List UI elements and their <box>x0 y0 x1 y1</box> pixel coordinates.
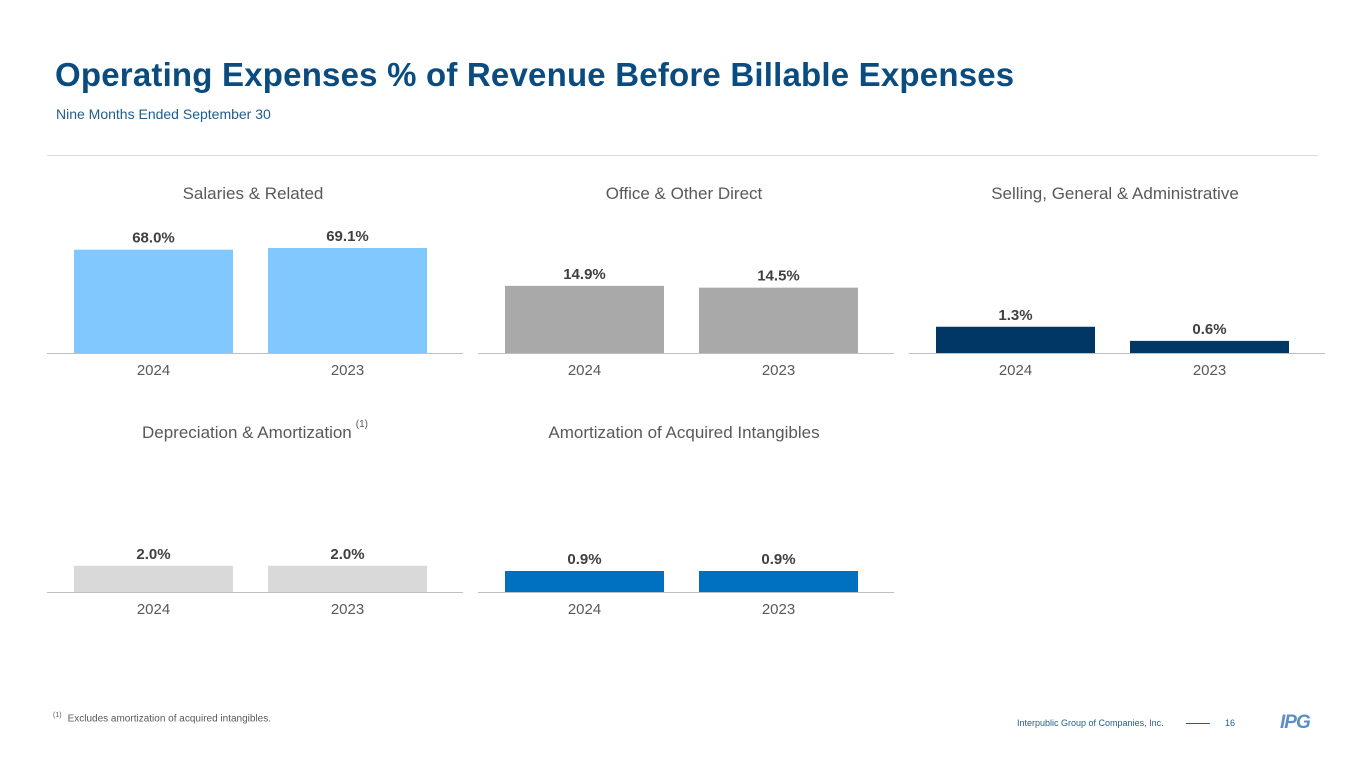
chart-title: Selling, General & Administrative <box>991 184 1239 203</box>
chart-amortization-acquired-intangibles: Amortization of Acquired Intangibles 0.9… <box>478 423 894 623</box>
data-label: 0.9% <box>567 551 601 568</box>
x-tick-label: 2024 <box>568 362 601 379</box>
x-tick-label: 2023 <box>762 362 795 379</box>
bar-2024 <box>74 565 233 592</box>
data-label: 69.1% <box>326 228 369 245</box>
bar-2023 <box>1130 340 1289 353</box>
data-label: 68.0% <box>132 230 175 247</box>
chart-title: Amortization of Acquired Intangibles <box>548 423 820 442</box>
bar-2023 <box>268 565 427 592</box>
x-tick-label: 2023 <box>1193 362 1226 379</box>
bar-2023 <box>699 287 858 353</box>
bar-2023 <box>268 248 427 353</box>
chart-selling-general-admin: Selling, General & Administrative 1.3% 20… <box>909 184 1325 384</box>
ipg-logo: IPG <box>1280 712 1311 733</box>
data-label: 2.0% <box>136 546 170 563</box>
x-tick-label: 2024 <box>568 601 601 618</box>
data-label: 1.3% <box>998 307 1032 324</box>
bar-2023 <box>699 571 858 592</box>
chart-depreciation-amortization: Depreciation & Amortization (1) 2.0% 2024 2… <box>47 419 463 623</box>
data-label: 0.6% <box>1192 321 1226 338</box>
chart-title: Office & Other Direct <box>605 184 763 203</box>
page-number: 16 <box>1225 718 1236 728</box>
bar-2024 <box>505 571 664 592</box>
footnote: (1) Excludes amortization of acquired int… <box>53 712 271 724</box>
chart-title: Salaries & Related <box>182 184 324 203</box>
x-tick-label: 2024 <box>137 601 170 618</box>
x-tick-label: 2023 <box>331 601 364 618</box>
header-divider <box>47 155 1318 156</box>
bar-chart-svg: 14.9% 2024 14.5% 2023 <box>478 266 894 379</box>
bar-chart-svg: 0.9% 2024 0.9% 2023 <box>478 551 894 618</box>
footnote-marker: (1) <box>53 712 62 719</box>
footer-company-name: Interpublic Group of Companies, Inc. <box>1017 718 1164 728</box>
x-tick-label: 2024 <box>137 362 170 379</box>
bar-chart-svg: 68.0% 2024 69.1% 2023 <box>47 228 463 379</box>
bar-2024 <box>505 285 664 353</box>
x-tick-label: 2023 <box>331 362 364 379</box>
data-label: 0.9% <box>761 551 795 568</box>
page-subtitle: Nine Months Ended September 30 <box>56 106 271 122</box>
data-label: 14.5% <box>757 268 800 285</box>
data-label: 2.0% <box>330 546 364 563</box>
x-tick-label: 2024 <box>999 362 1032 379</box>
footnote-text: Excludes amortization of acquired intang… <box>67 713 272 725</box>
footer-divider <box>1186 723 1210 724</box>
chart-office-other-direct: Office & Other Direct 14.9% 2024 14.5% 2023 <box>478 184 894 384</box>
bar-2024 <box>74 249 233 353</box>
data-label: 14.9% <box>563 266 606 283</box>
chart-salaries-related: Salaries & Related 68.0% 2024 69.1% 2023 <box>47 184 463 384</box>
page-title: Operating Expenses % of Revenue Before B… <box>55 56 1015 93</box>
bar-2024 <box>936 326 1095 353</box>
chart-title: Depreciation & Amortization (1) <box>141 419 368 442</box>
bar-chart-svg: 2.0% 2024 2.0% 2023 <box>47 546 463 618</box>
bar-chart-svg: 1.3% 2024 0.6% 2023 <box>909 307 1325 379</box>
x-tick-label: 2023 <box>762 601 795 618</box>
